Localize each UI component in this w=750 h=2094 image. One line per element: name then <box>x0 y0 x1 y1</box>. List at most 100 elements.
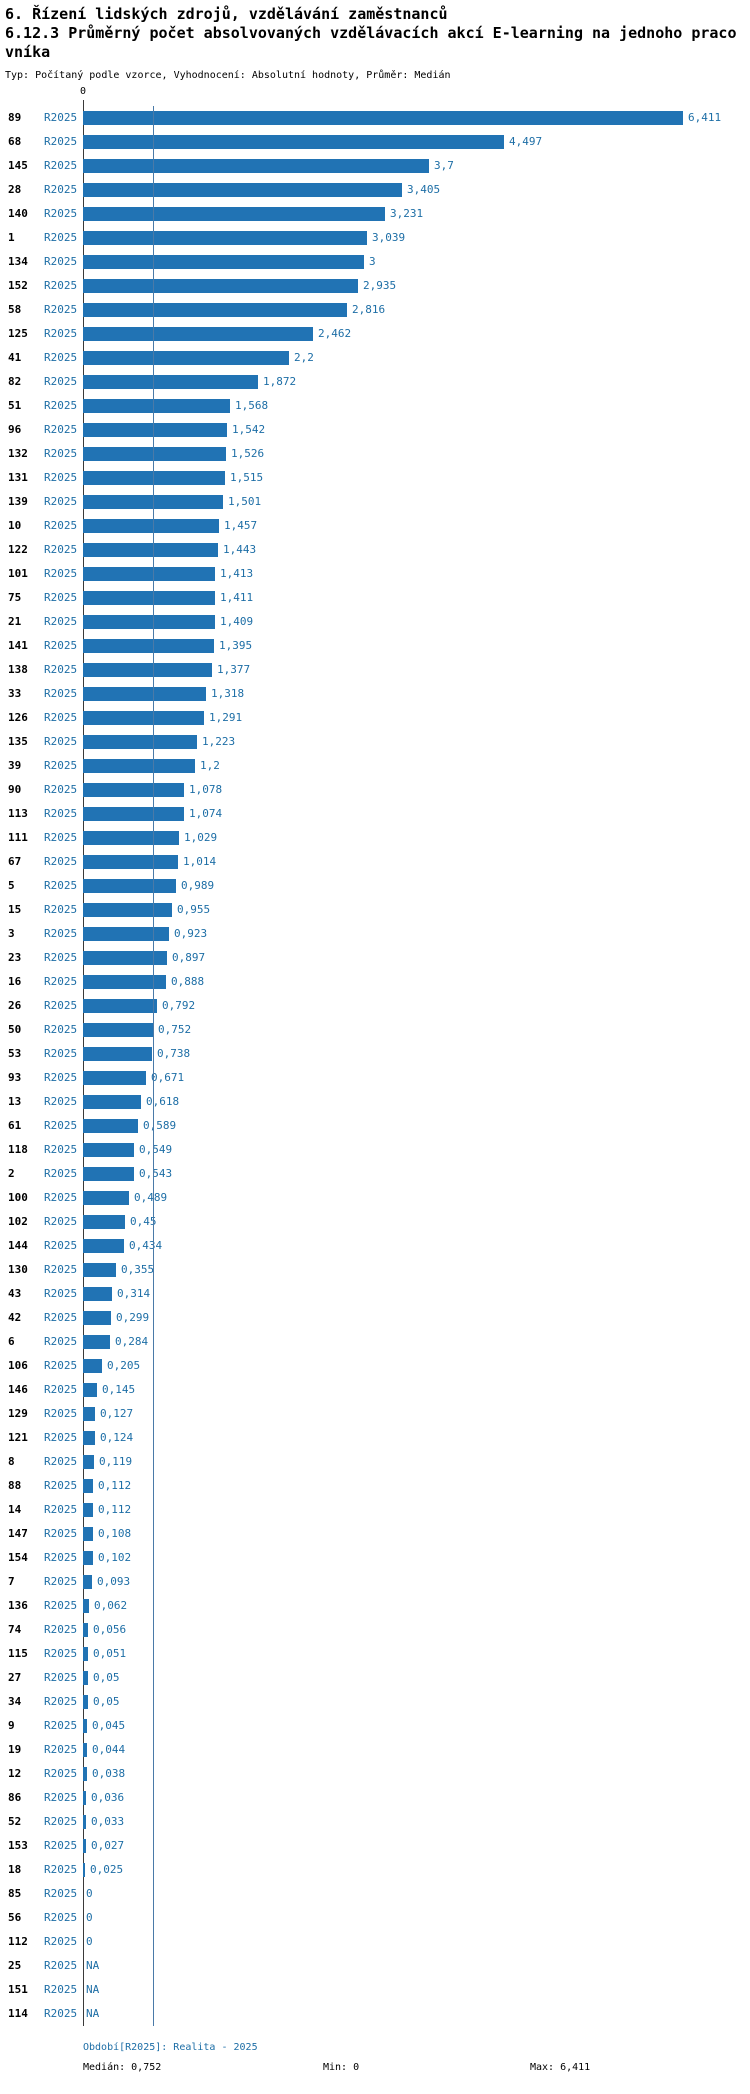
org-id-label: 12 <box>8 1767 22 1780</box>
org-id-label: 152 <box>8 279 28 292</box>
value-label: 0,062 <box>94 1599 128 1612</box>
org-id-label: 153 <box>8 1839 28 1852</box>
series-label: R2025 <box>44 1527 78 1540</box>
value-bar <box>83 519 219 533</box>
series-label: R2025 <box>44 615 78 628</box>
value-label: 0,112 <box>98 1503 132 1516</box>
series-label: R2025 <box>44 1287 78 1300</box>
org-id-label: 89 <box>8 111 22 124</box>
org-id-label: 58 <box>8 303 22 316</box>
org-id-label: 39 <box>8 759 22 772</box>
chart-row: 53 R2025 0,738 <box>0 1042 750 1066</box>
series-label: R2025 <box>44 1215 78 1228</box>
org-id-label: 140 <box>8 207 28 220</box>
org-id-label: 96 <box>8 423 22 436</box>
chart-row: 75 R2025 1,411 <box>0 586 750 610</box>
chart-row: 15 R2025 0,955 <box>0 898 750 922</box>
org-id-label: 53 <box>8 1047 22 1060</box>
value-label: 1,395 <box>219 639 253 652</box>
chart-row: 25 R2025 NA <box>0 1954 750 1978</box>
series-label: R2025 <box>44 159 78 172</box>
org-id-label: 14 <box>8 1503 22 1516</box>
value-bar <box>83 423 227 437</box>
value-label: 2,2 <box>294 351 314 364</box>
org-id-label: 34 <box>8 1695 22 1708</box>
value-label: 1,078 <box>189 783 223 796</box>
axis-zero-label: 0 <box>79 86 87 97</box>
report-meta: Typ: Počítaný podle vzorce, Vyhodnocení:… <box>5 70 451 81</box>
series-label: R2025 <box>44 639 78 652</box>
value-label: 0,589 <box>143 1119 177 1132</box>
series-label: R2025 <box>44 495 78 508</box>
org-id-label: 82 <box>8 375 22 388</box>
value-label: 0,792 <box>162 999 196 1012</box>
chart-row: 112 R2025 0 <box>0 1930 750 1954</box>
value-bar <box>83 1527 93 1541</box>
series-label: R2025 <box>44 1071 78 1084</box>
series-label: R2025 <box>44 975 78 988</box>
value-bar <box>83 1167 134 1181</box>
series-label: R2025 <box>44 1767 78 1780</box>
org-id-label: 5 <box>8 879 15 892</box>
value-bar <box>83 1383 97 1397</box>
series-label: R2025 <box>44 855 78 868</box>
series-label: R2025 <box>44 351 78 364</box>
chart-row: 85 R2025 0 <box>0 1882 750 1906</box>
value-label: 1,443 <box>223 543 257 556</box>
series-label: R2025 <box>44 1647 78 1660</box>
chart-row: 134 R2025 3 <box>0 250 750 274</box>
org-id-label: 56 <box>8 1911 22 1924</box>
chart-row: 68 R2025 4,497 <box>0 130 750 154</box>
series-label: R2025 <box>44 1959 78 1972</box>
value-bar <box>83 255 364 269</box>
chart-row: 115 R2025 0,051 <box>0 1642 750 1666</box>
value-bar <box>83 1143 134 1157</box>
value-label: 0,923 <box>174 927 208 940</box>
chart-row: 111 R2025 1,029 <box>0 826 750 850</box>
chart-row: 93 R2025 0,671 <box>0 1066 750 1090</box>
org-id-label: 6 <box>8 1335 15 1348</box>
chart-row: 5 R2025 0,989 <box>0 874 750 898</box>
org-id-label: 2 <box>8 1167 15 1180</box>
series-label: R2025 <box>44 255 78 268</box>
org-id-label: 135 <box>8 735 28 748</box>
org-id-label: 13 <box>8 1095 22 1108</box>
series-label: R2025 <box>44 303 78 316</box>
org-id-label: 131 <box>8 471 28 484</box>
org-id-label: 7 <box>8 1575 15 1588</box>
value-bar <box>83 1263 116 1277</box>
org-id-label: 27 <box>8 1671 22 1684</box>
chart-row: 113 R2025 1,074 <box>0 802 750 826</box>
value-bar <box>83 951 167 965</box>
y-axis-line <box>83 100 84 2026</box>
chart-row: 145 R2025 3,7 <box>0 154 750 178</box>
org-id-label: 21 <box>8 615 22 628</box>
org-id-label: 115 <box>8 1647 28 1660</box>
series-label: R2025 <box>44 1695 78 1708</box>
chart-row: 19 R2025 0,044 <box>0 1738 750 1762</box>
series-label: R2025 <box>44 1143 78 1156</box>
value-label: 0,989 <box>181 879 215 892</box>
org-id-label: 51 <box>8 399 22 412</box>
value-label: 0,888 <box>171 975 205 988</box>
chart-row: 52 R2025 0,033 <box>0 1810 750 1834</box>
series-label: R2025 <box>44 903 78 916</box>
value-label: 0,045 <box>92 1719 126 1732</box>
series-label: R2025 <box>44 543 78 556</box>
value-bar <box>83 1215 125 1229</box>
chart-row: 121 R2025 0,124 <box>0 1426 750 1450</box>
series-label: R2025 <box>44 1431 78 1444</box>
chart-row: 126 R2025 1,291 <box>0 706 750 730</box>
value-bar <box>83 1863 85 1877</box>
chart-row: 144 R2025 0,434 <box>0 1234 750 1258</box>
series-label: R2025 <box>44 1791 78 1804</box>
value-label: 1,526 <box>231 447 265 460</box>
chart-row: 1 R2025 3,039 <box>0 226 750 250</box>
series-label: R2025 <box>44 759 78 772</box>
value-bar <box>83 1047 152 1061</box>
chart-row: 130 R2025 0,355 <box>0 1258 750 1282</box>
value-bar <box>83 591 215 605</box>
median-stat: Medián: 0,752 <box>83 2062 162 2073</box>
series-label: R2025 <box>44 1719 78 1732</box>
value-bar <box>83 639 214 653</box>
